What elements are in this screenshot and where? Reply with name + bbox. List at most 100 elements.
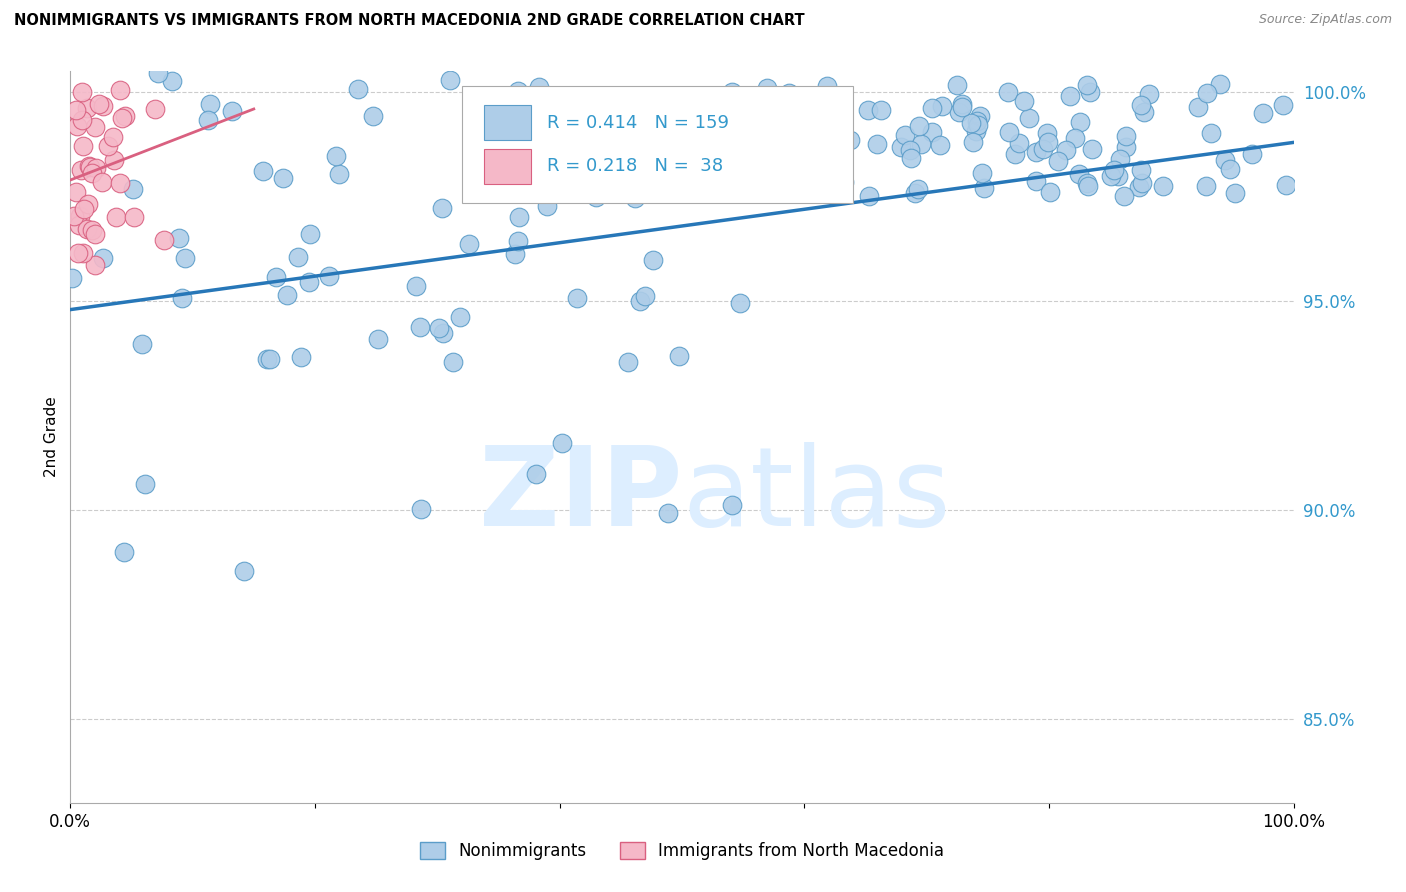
Point bbox=[778, 86, 800, 100]
Point bbox=[828, 180, 851, 194]
Point bbox=[325, 149, 347, 163]
Point bbox=[572, 147, 595, 161]
Point bbox=[1219, 162, 1241, 177]
Point bbox=[1101, 169, 1123, 183]
Point bbox=[427, 320, 450, 334]
Point bbox=[170, 291, 193, 305]
Point bbox=[558, 101, 581, 115]
Point bbox=[641, 252, 664, 267]
Point bbox=[724, 172, 747, 186]
Point bbox=[602, 102, 624, 116]
Point bbox=[174, 251, 197, 265]
Point bbox=[441, 354, 464, 368]
Point bbox=[900, 151, 922, 165]
Point bbox=[221, 103, 243, 118]
Point bbox=[756, 81, 779, 95]
FancyBboxPatch shape bbox=[484, 104, 531, 140]
Point bbox=[1115, 128, 1137, 143]
Point bbox=[82, 223, 104, 237]
Point bbox=[950, 97, 973, 112]
Point bbox=[721, 499, 744, 513]
Point bbox=[409, 319, 432, 334]
Text: NONIMMIGRANTS VS IMMIGRANTS FROM NORTH MACEDONIA 2ND GRADE CORRELATION CHART: NONIMMIGRANTS VS IMMIGRANTS FROM NORTH M… bbox=[14, 13, 804, 29]
Point bbox=[1008, 136, 1031, 151]
Point bbox=[153, 233, 176, 247]
Point bbox=[1038, 135, 1060, 149]
Point bbox=[832, 175, 855, 189]
Point bbox=[134, 477, 156, 491]
Point bbox=[69, 209, 91, 223]
Point bbox=[870, 103, 893, 117]
Point bbox=[765, 93, 787, 107]
Point bbox=[411, 502, 433, 516]
Point bbox=[1251, 105, 1274, 120]
Point bbox=[900, 144, 922, 158]
Point bbox=[527, 79, 550, 94]
Point bbox=[298, 275, 321, 289]
Point bbox=[73, 202, 96, 217]
Point bbox=[1047, 154, 1070, 169]
Point bbox=[904, 186, 927, 201]
Point bbox=[63, 209, 86, 223]
Point bbox=[1223, 186, 1246, 200]
Point bbox=[430, 201, 453, 215]
Point bbox=[259, 352, 281, 367]
Point bbox=[91, 99, 114, 113]
Point bbox=[1080, 85, 1102, 99]
Point bbox=[960, 116, 983, 130]
Point bbox=[124, 210, 146, 224]
Point bbox=[506, 235, 529, 249]
Point bbox=[83, 120, 105, 134]
Point bbox=[950, 99, 973, 113]
Point bbox=[1133, 104, 1156, 119]
Point bbox=[87, 97, 110, 112]
Point bbox=[921, 125, 943, 139]
Point bbox=[551, 436, 574, 450]
Point bbox=[973, 181, 995, 195]
Point bbox=[506, 84, 529, 98]
Text: atlas: atlas bbox=[682, 442, 950, 549]
Point bbox=[1064, 131, 1087, 145]
Point bbox=[1137, 87, 1160, 101]
Point bbox=[76, 221, 98, 235]
Point bbox=[77, 159, 100, 173]
Point bbox=[799, 184, 821, 198]
Point bbox=[266, 269, 288, 284]
Point bbox=[463, 102, 485, 116]
Point bbox=[1059, 88, 1081, 103]
Point bbox=[567, 291, 589, 305]
Point bbox=[962, 136, 984, 150]
Point bbox=[966, 114, 988, 128]
Point bbox=[72, 138, 94, 153]
Point bbox=[458, 236, 481, 251]
Point bbox=[796, 128, 818, 143]
Point bbox=[449, 310, 471, 324]
Point bbox=[70, 162, 93, 177]
Point bbox=[820, 155, 842, 169]
Point bbox=[1112, 189, 1135, 203]
Point bbox=[1076, 78, 1098, 92]
Point bbox=[328, 167, 350, 181]
Legend: Nonimmigrants, Immigrants from North Macedonia: Nonimmigrants, Immigrants from North Mac… bbox=[420, 842, 943, 860]
Point bbox=[1081, 142, 1104, 156]
Point bbox=[931, 98, 953, 112]
Point bbox=[1054, 143, 1077, 157]
Point bbox=[111, 111, 134, 125]
Point bbox=[273, 171, 295, 186]
Point bbox=[91, 251, 114, 265]
Text: Source: ZipAtlas.com: Source: ZipAtlas.com bbox=[1258, 13, 1392, 27]
Point bbox=[1032, 142, 1054, 156]
Point bbox=[1109, 152, 1132, 166]
FancyBboxPatch shape bbox=[461, 86, 853, 203]
Point bbox=[347, 82, 370, 96]
Point bbox=[405, 278, 427, 293]
Point bbox=[1038, 185, 1060, 199]
FancyBboxPatch shape bbox=[484, 149, 531, 185]
Point bbox=[1107, 169, 1129, 184]
Point bbox=[97, 138, 120, 153]
Point bbox=[72, 245, 94, 260]
Point bbox=[432, 326, 454, 340]
Point bbox=[998, 125, 1021, 139]
Point bbox=[866, 137, 889, 152]
Point bbox=[72, 85, 94, 99]
